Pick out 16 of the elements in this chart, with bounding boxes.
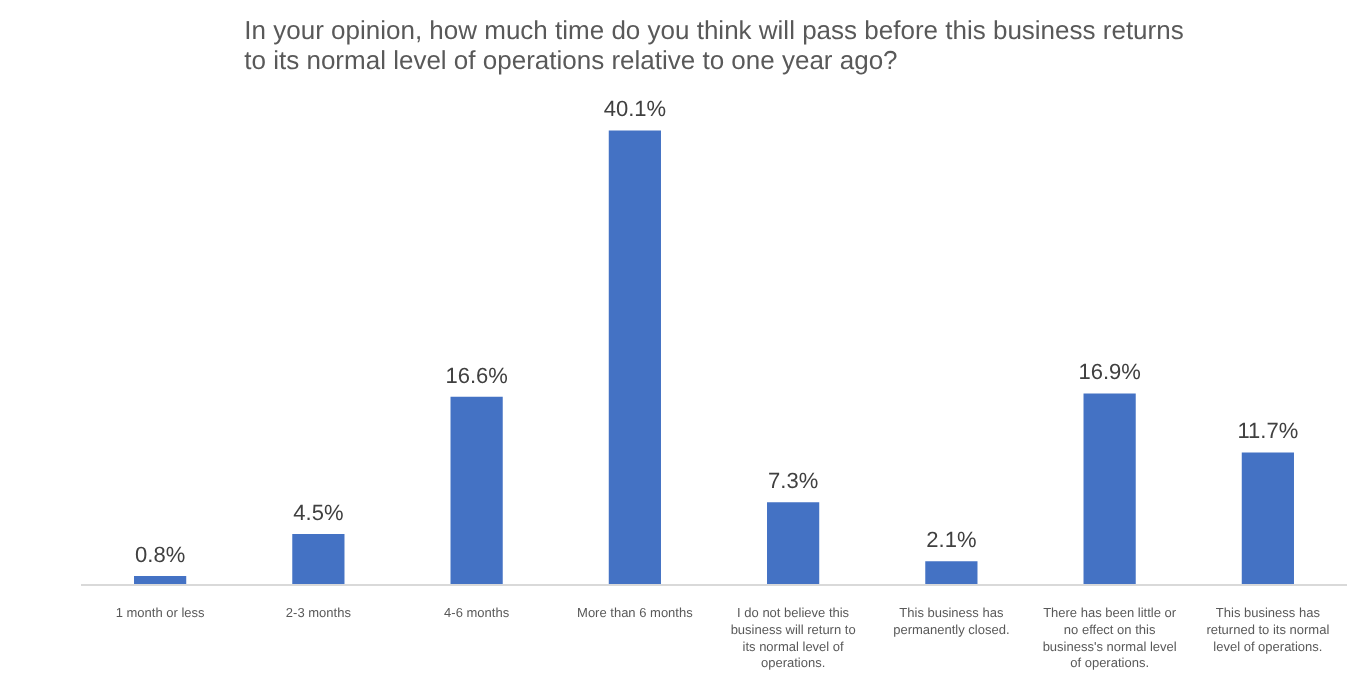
data-label: 0.8% bbox=[135, 543, 186, 568]
bar bbox=[1083, 393, 1136, 585]
data-label: 7.3% bbox=[768, 470, 819, 495]
data-label: 16.6% bbox=[445, 364, 509, 389]
data-label: 4.5% bbox=[293, 501, 344, 526]
data-label: 11.7% bbox=[1237, 420, 1299, 445]
bar bbox=[292, 533, 345, 585]
data-label: 40.1% bbox=[603, 98, 667, 123]
bar bbox=[925, 561, 978, 585]
bar bbox=[1241, 452, 1294, 585]
chart-title: In your opinion, how much time do you think will pass before this business returns to its normal level of operations relative to one year ago? bbox=[244, 15, 1185, 75]
bar bbox=[767, 502, 820, 585]
data-label: 2.1% bbox=[926, 529, 977, 554]
data-label: 16.9% bbox=[1078, 361, 1142, 386]
bar bbox=[608, 130, 661, 585]
bar bbox=[450, 396, 503, 585]
